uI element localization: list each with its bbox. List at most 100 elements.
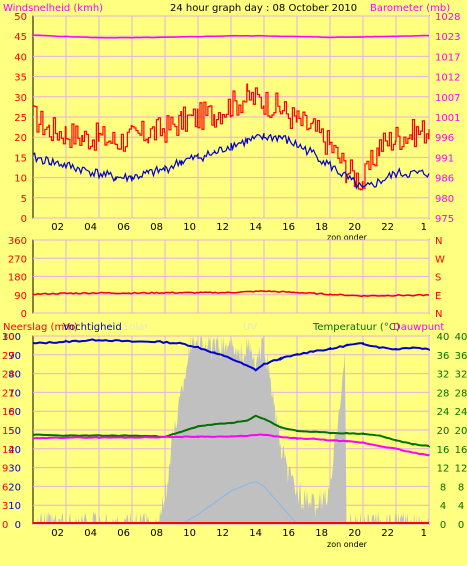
y-tick-label-dewpoint: 20 <box>455 426 467 437</box>
rain-axis-title: Neerslag (mm) <box>3 322 78 333</box>
x-tick-label: 06 <box>117 222 130 233</box>
y-tick-label-rain: 27 <box>2 351 15 362</box>
x-tick-label: 12 <box>216 528 229 539</box>
x-tick-label: 22 <box>381 528 394 539</box>
y-tick-label-temperature: 32 <box>437 370 450 381</box>
y-tick-label-left: 25 <box>14 113 27 124</box>
y-tick-label-left: 90 <box>8 351 21 362</box>
y-tick-label-left: 10 <box>14 174 27 185</box>
y-tick-label-left: 0 <box>21 214 27 225</box>
y-tick-label-rain: 21 <box>2 388 15 399</box>
x-tick-label: 22 <box>381 222 394 233</box>
y-tick-label-dewpoint: 40 <box>455 332 467 343</box>
series-line-gusts <box>33 83 430 191</box>
series-line-wind-speed <box>32 132 430 190</box>
y-tick-label-left: 80 <box>8 370 21 381</box>
series-line-wind-direction <box>32 290 430 298</box>
y-tick-label-left: 35 <box>14 73 27 84</box>
x-tick-label: 18 <box>315 222 328 233</box>
y-tick-label-temperature: 16 <box>437 445 450 456</box>
y-tick-label-right: 1007 <box>435 93 460 104</box>
x-tick-label: 04 <box>84 222 97 233</box>
y-tick-label-dewpoint: 8 <box>458 482 464 493</box>
y-tick-label-right: 986 <box>435 174 454 185</box>
solar-axis-title: Solar <box>123 322 149 333</box>
y-tick-label-right: 975 <box>435 214 454 225</box>
dewpoint-axis-title: Dauwpunt <box>393 322 444 333</box>
y-tick-label-rain: 9 <box>2 464 8 475</box>
series-area-solar <box>33 336 429 524</box>
y-tick-label-right: 1012 <box>435 73 460 84</box>
y-tick-label-left: 180 <box>8 273 27 284</box>
y-tick-label-rain: 12 <box>2 445 15 456</box>
series-line-dewpoint <box>32 433 430 457</box>
y-tick-label-right: 996 <box>435 133 454 144</box>
x-tick-label: 14 <box>249 528 262 539</box>
y-tick-label-temperature: 12 <box>437 464 450 475</box>
y-tick-label-temperature: 28 <box>437 388 450 399</box>
x-tick-label: 02 <box>51 528 64 539</box>
y-tick-label-right: 991 <box>435 153 454 164</box>
sunset-label-top: zon onder <box>327 233 368 242</box>
y-tick-label-right: 1023 <box>435 32 460 43</box>
x-tick-label: 18 <box>315 528 328 539</box>
y-tick-label-left: 0 <box>21 309 27 320</box>
chart-date-title: 24 hour graph day : 08 October 2010 <box>170 3 357 14</box>
y-tick-label-left: 30 <box>8 464 21 475</box>
y-tick-label-left: 30 <box>14 93 27 104</box>
y-tick-label-right: 1001 <box>435 113 460 124</box>
y-tick-label-temperature: 0 <box>440 520 446 531</box>
y-tick-label-rain: 3 <box>2 501 8 512</box>
x-tick-label: 04 <box>84 528 97 539</box>
y-tick-label-rain: 18 <box>2 407 15 418</box>
series-line-barometer <box>32 34 430 39</box>
y-tick-label-temperature: 4 <box>440 501 446 512</box>
y-tick-label-dewpoint: 36 <box>455 351 467 362</box>
y-tick-label-left: 20 <box>14 133 27 144</box>
series-line-humidity <box>32 338 430 372</box>
y-tick-label-left: 45 <box>14 32 27 43</box>
y-tick-label-left: 100 <box>2 332 21 343</box>
y-tick-label-right: 1017 <box>435 52 460 63</box>
x-tick-label: 14 <box>249 222 262 233</box>
y-tick-label-temperature: 24 <box>437 407 450 418</box>
y-tick-label-left: 40 <box>14 52 27 63</box>
x-tick-label: 1 <box>421 222 427 233</box>
y-tick-label-left: 0 <box>15 520 21 531</box>
y-tick-label-dewpoint: 24 <box>455 407 467 418</box>
y-tick-label-right: E <box>435 291 441 302</box>
y-tick-label-left: 70 <box>8 388 21 399</box>
y-tick-label-right: S <box>435 273 441 284</box>
y-tick-label-temperature: 20 <box>437 426 450 437</box>
x-tick-label: 06 <box>117 528 130 539</box>
y-tick-label-right: N <box>435 236 442 247</box>
uv-axis-title: UV <box>243 322 257 333</box>
x-tick-label: 02 <box>51 222 64 233</box>
x-tick-label: 08 <box>150 528 163 539</box>
y-tick-label-left: 15 <box>14 153 27 164</box>
y-tick-label-right: 980 <box>435 194 454 205</box>
y-tick-label-dewpoint: 4 <box>458 501 464 512</box>
x-tick-label: 20 <box>348 528 361 539</box>
series-line-temperature <box>32 414 430 448</box>
y-tick-label-left: 360 <box>8 236 27 247</box>
y-tick-label-right: N <box>435 309 442 320</box>
y-tick-label-rain: 24 <box>2 370 15 381</box>
y-tick-label-dewpoint: 12 <box>455 464 467 475</box>
y-tick-label-rain: 30 <box>2 332 15 343</box>
y-tick-label-rain: 0 <box>2 520 8 531</box>
x-tick-label: 16 <box>282 222 295 233</box>
y-tick-label-dewpoint: 32 <box>455 370 467 381</box>
y-tick-label-temperature: 36 <box>437 351 450 362</box>
y-tick-label-left: 270 <box>8 254 27 265</box>
barometer-axis-title: Barometer (mb) <box>370 3 450 14</box>
temperature-axis-title: Temperatuur (°C) <box>312 322 400 333</box>
wind-speed-axis-title: Windsnelheid (kmh) <box>3 3 103 14</box>
series-line-uv <box>181 481 298 525</box>
y-tick-label-right: 1028 <box>435 12 460 23</box>
humidity-axis-title: Vochtigheid <box>63 322 122 333</box>
y-tick-label-dewpoint: 16 <box>455 445 467 456</box>
x-tick-label: 12 <box>216 222 229 233</box>
y-tick-label-rain: 6 <box>2 482 8 493</box>
